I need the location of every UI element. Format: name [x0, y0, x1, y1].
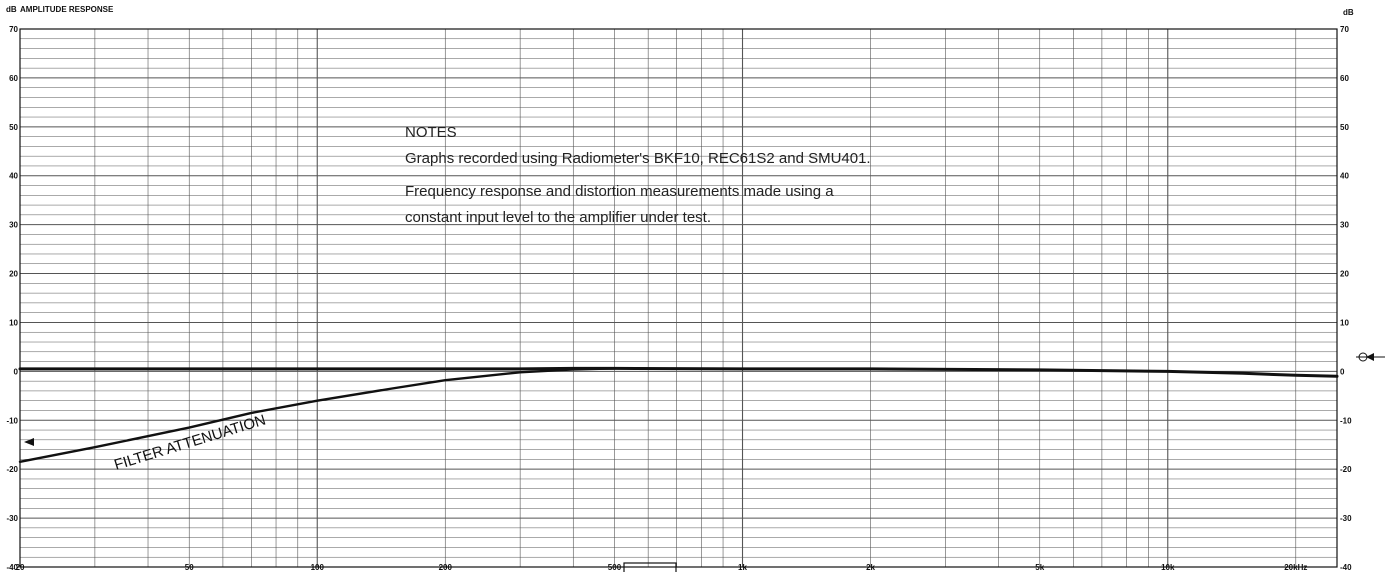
y-tick-label-right: 0	[1340, 367, 1345, 376]
y-tick-label-right: -30	[1340, 514, 1352, 523]
y-tick-label-right: 40	[1340, 172, 1349, 181]
x-tick-label: 200	[439, 563, 453, 572]
y-tick-label-left: 70	[9, 25, 18, 34]
y-tick-label-left: 40	[9, 172, 18, 181]
notes-line-1: Graphs recorded using Radiometer's BKF10…	[405, 150, 871, 167]
x-tick-label: 20kHz	[1284, 563, 1307, 572]
x-tick-label: 50	[185, 563, 194, 572]
y-tick-label-left: -20	[6, 465, 18, 474]
y-tick-label-left: 20	[9, 270, 18, 279]
filter-start-marker	[24, 438, 34, 446]
y-tick-label-right: 10	[1340, 318, 1349, 327]
filter-attenuation-label: FILTER ATTENUATION	[112, 412, 268, 474]
y-tick-label-left: -40	[6, 563, 18, 572]
y-tick-label-left: 30	[9, 221, 18, 230]
x-tick-label: 100	[311, 563, 325, 572]
y-tick-label-right: -20	[1340, 465, 1352, 474]
y-tick-label-right: 60	[1340, 74, 1349, 83]
right-unit-label: dB	[1343, 8, 1354, 17]
x-tick-label: 20	[16, 563, 25, 572]
y-tick-label-right: 30	[1340, 221, 1349, 230]
y-tick-label-right: -40	[1340, 563, 1352, 572]
left-unit-label: dB	[6, 5, 17, 14]
series-group	[18, 366, 1339, 463]
y-tick-label-right: 20	[1340, 270, 1349, 279]
x-tick-label: 2k	[866, 563, 875, 572]
y-tick-label-left: 60	[9, 74, 18, 83]
plot-frame	[19, 28, 1338, 568]
x-tick-label: 10k	[1161, 563, 1175, 572]
y-tick-label-right: 70	[1340, 25, 1349, 34]
chart-title: AMPLITUDE RESPONSE	[20, 5, 114, 14]
y-tick-label-left: 10	[9, 318, 18, 327]
x-tick-label: 5k	[1035, 563, 1044, 572]
y-tick-label-right: -10	[1340, 416, 1352, 425]
y-tick-label-left: -30	[6, 514, 18, 523]
grid	[19, 28, 1337, 568]
notes-line-2: Frequency response and distortion measur…	[405, 183, 834, 200]
y-axis-left: 70 60 50 40 30 20 10 0 -10 -20 -30 -40	[6, 25, 18, 572]
series-line-filter-attenuation	[18, 367, 616, 463]
y-tick-label-left: 0	[14, 367, 19, 376]
y-tick-label-left: 50	[9, 123, 18, 132]
notes-line-3: constant input level to the amplifier un…	[405, 209, 711, 226]
x-axis: 20 50 100 200 500 1k 2k 5k 10k 20kHz	[16, 563, 1308, 572]
y-tick-label-left: -10	[6, 416, 18, 425]
series-line-flat-response	[18, 366, 1339, 378]
y-tick-label-right: 50	[1340, 123, 1349, 132]
zero-reference-marker	[1356, 352, 1385, 362]
y-axis-right: 70 60 50 40 30 20 10 0 -10 -20 -30 -40	[1340, 25, 1352, 572]
footer-box	[623, 562, 677, 572]
notes-heading: NOTES	[405, 124, 457, 141]
x-tick-label: 500	[608, 563, 622, 572]
x-tick-label: 1k	[738, 563, 747, 572]
